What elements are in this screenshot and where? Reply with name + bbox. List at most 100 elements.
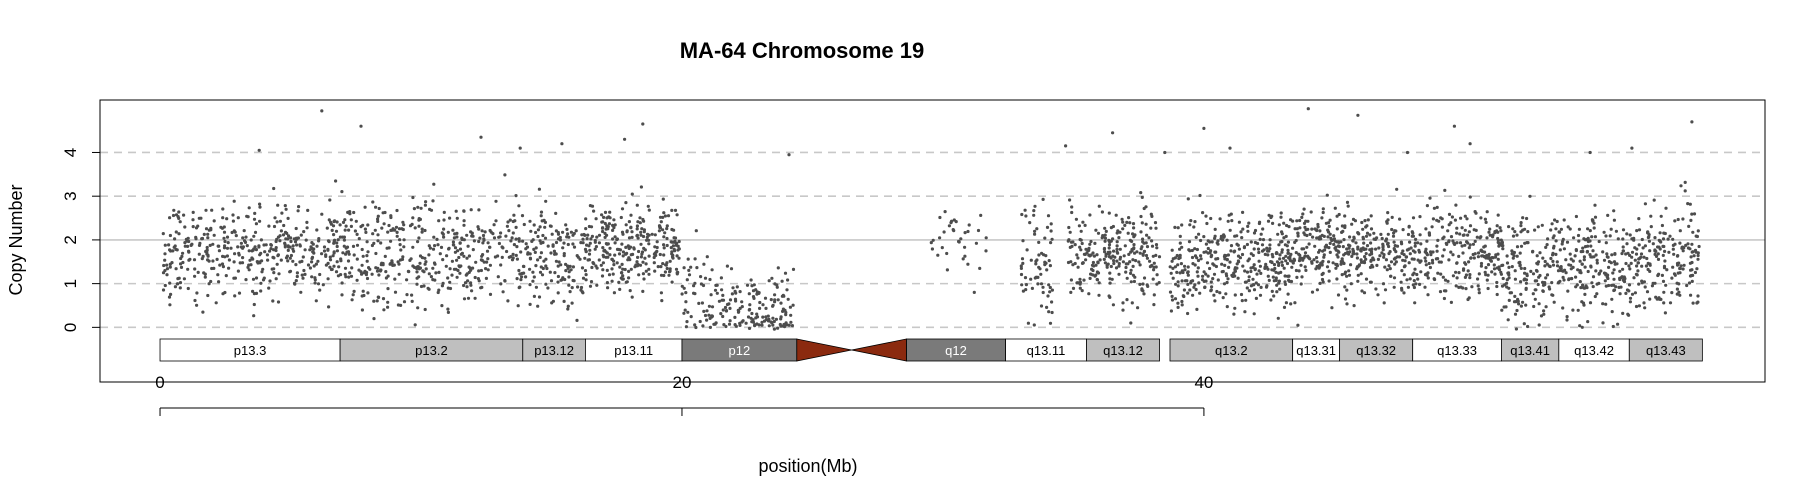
data-point: [1538, 251, 1542, 255]
data-point: [945, 251, 949, 256]
data-point: [1081, 261, 1085, 265]
data-point: [1457, 271, 1461, 275]
cytoband-label: q13.42: [1574, 343, 1614, 358]
data-point: [1253, 267, 1257, 271]
data-point: [304, 238, 308, 242]
data-point: [221, 265, 225, 269]
data-point: [1359, 272, 1363, 276]
data-point: [1149, 226, 1153, 230]
data-point: [647, 242, 651, 246]
data-point: [1342, 253, 1346, 257]
data-point: [346, 259, 351, 263]
data-point: [1554, 252, 1558, 256]
data-point: [785, 288, 789, 292]
data-point: [600, 274, 605, 278]
data-point: [1586, 244, 1590, 248]
data-point: [565, 235, 569, 239]
data-point: [1660, 273, 1664, 277]
data-point: [197, 252, 201, 256]
data-point: [603, 235, 607, 239]
data-point: [1532, 304, 1536, 309]
data-point: [1685, 283, 1689, 288]
data-point: [1087, 248, 1091, 252]
data-point: [1257, 250, 1261, 255]
data-point: [531, 279, 535, 283]
data-point: [1025, 248, 1029, 252]
data-point: [1418, 215, 1422, 219]
data-point: [458, 265, 462, 269]
data-point: [281, 233, 286, 237]
data-point: [1345, 200, 1350, 204]
data-point: [1205, 221, 1209, 226]
data-point: [653, 269, 657, 273]
data-point: [1039, 304, 1044, 308]
data-point: [376, 239, 380, 243]
data-point: [1593, 294, 1597, 299]
data-point: [561, 246, 565, 250]
data-point: [1460, 226, 1464, 230]
data-point: [1102, 257, 1106, 261]
data-point: [201, 310, 205, 314]
data-point: [1677, 282, 1681, 286]
data-point: [1293, 301, 1297, 305]
data-point: [1521, 216, 1525, 220]
data-point: [1155, 282, 1159, 286]
data-point: [567, 283, 571, 287]
data-point: [528, 219, 532, 223]
data-point: [719, 276, 724, 280]
data-point: [1109, 264, 1113, 269]
data-point: [623, 137, 627, 141]
data-point: [533, 250, 537, 254]
data-point: [1331, 238, 1336, 242]
data-point: [402, 223, 406, 227]
data-point: [1021, 261, 1025, 265]
y-tick-label: 0: [61, 323, 80, 332]
data-point: [1208, 266, 1212, 271]
data-point: [1337, 250, 1341, 254]
data-point: [276, 203, 280, 207]
data-point: [1122, 254, 1126, 258]
data-point: [615, 247, 620, 251]
data-point: [1469, 256, 1473, 260]
data-point: [1449, 300, 1453, 304]
data-point: [682, 266, 686, 270]
data-point: [1032, 209, 1036, 213]
data-point: [643, 248, 647, 252]
data-point: [445, 254, 449, 258]
data-point: [621, 250, 626, 254]
data-point: [226, 241, 230, 245]
data-point: [748, 303, 752, 307]
data-point: [1584, 284, 1588, 288]
data-point: [1252, 263, 1256, 267]
data-point: [1567, 277, 1571, 281]
data-point: [505, 224, 509, 228]
data-point: [1564, 258, 1568, 262]
data-point: [442, 227, 446, 231]
data-point: [440, 284, 444, 288]
data-point: [245, 244, 249, 248]
data-point: [1113, 255, 1117, 259]
data-point: [776, 266, 780, 270]
data-point: [1458, 241, 1463, 245]
data-point: [1154, 243, 1159, 247]
data-point: [334, 179, 338, 183]
data-point: [1435, 205, 1439, 209]
data-point: [339, 259, 343, 263]
data-point: [1102, 247, 1106, 251]
data-point: [789, 313, 793, 317]
data-point: [1476, 284, 1480, 288]
data-point: [1536, 282, 1540, 287]
data-point: [1424, 263, 1428, 267]
data-point: [1376, 257, 1380, 261]
data-point: [1383, 265, 1387, 269]
data-point: [1224, 272, 1228, 276]
data-point: [559, 278, 563, 282]
data-point: [249, 238, 253, 242]
data-point: [1190, 255, 1195, 260]
data-point: [1627, 264, 1631, 268]
data-point: [620, 242, 624, 246]
data-point: [789, 320, 793, 324]
data-point: [1496, 240, 1500, 244]
data-point: [182, 277, 186, 281]
data-point: [979, 213, 983, 217]
